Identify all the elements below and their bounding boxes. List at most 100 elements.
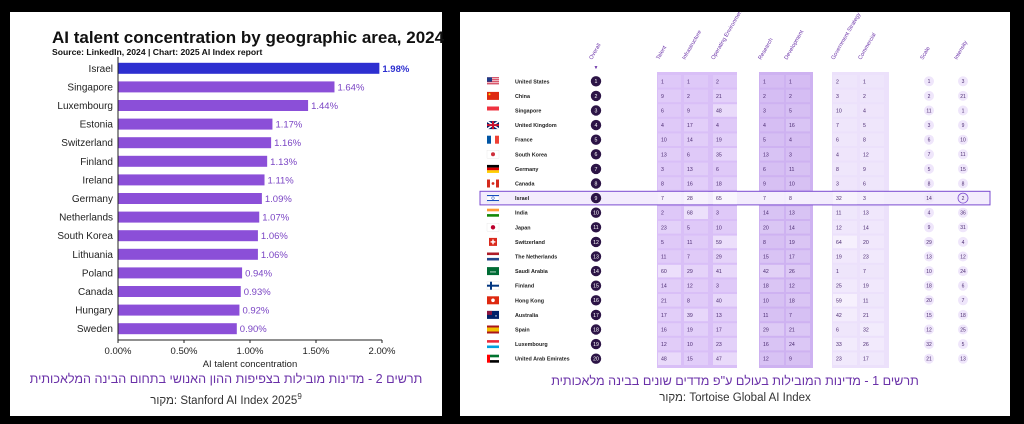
metric-cell [833,221,857,234]
metric-value: 2 [661,211,664,217]
flag-band [487,331,499,334]
table-row: United Arab Emirates 20 48 15 47 12 9 23 17 21 13 [487,352,968,365]
x-tick-label: 0.00% [105,346,132,357]
flag-band [487,170,499,173]
country-name: Saudi Arabia [515,269,549,275]
column-header: Operating Environment [711,12,745,61]
scale-rank-badge [924,222,934,233]
metric-value: 4 [763,123,766,129]
metric-value: 4 [863,109,866,115]
intensity-rank: 3 [962,79,965,85]
metric-cell [658,118,681,132]
metric-value: 11 [863,298,868,304]
overall-rank: 6 [595,152,598,158]
overall-rank: 9 [595,196,598,202]
scale-rank: 9 [928,225,931,231]
scale-rank: 32 [926,342,932,348]
ranking-table: Overall Talent Infrastructure Operating Env… [479,12,991,368]
overall-rank-badge [590,265,602,277]
flag-kr-icon [486,150,500,159]
category-label: Hungary [75,306,113,317]
country-name: Switzerland [515,240,545,246]
metric-cell [658,294,681,307]
scale-rank-badge [924,76,934,87]
flag-stripe [487,77,499,79]
intensity-rank: 7 [962,298,965,304]
metric-value: 14 [789,225,795,231]
scale-rank-badge [924,134,934,145]
table-row: Switzerland 12 5 11 59 8 19 64 20 29 4 [489,235,968,249]
metric-value: 7 [836,123,839,129]
metric-value: 1 [863,79,866,85]
metric-value: 19 [687,328,693,334]
metric-value: 24 [789,342,795,348]
metric-cell [860,118,884,132]
table-row: India 10 2 68 3 14 13 11 13 4 36 [487,206,968,219]
flag-top [487,106,499,111]
scale-rank: 21 [926,357,932,363]
metric-value: 21 [661,298,667,304]
intensity-rank-badge [958,295,968,306]
metric-band [832,72,889,368]
metric-band [657,72,737,368]
scale-rank: 6 [928,138,931,144]
flag-star [495,315,497,317]
metric-cell [658,323,681,336]
metric-cell [684,191,708,205]
metric-cell [786,177,810,190]
metric-value: 29 [763,328,769,334]
metric-cell [833,308,857,322]
metric-value: 48 [661,357,667,363]
overall-rank-badge [590,236,602,248]
metric-value: 32 [836,196,842,202]
metric-value: 3 [836,182,839,188]
column-header: Development [784,29,806,61]
metric-cell [786,75,810,88]
sort-indicator: ▼ [594,65,599,71]
category-label: Netherlands [59,213,113,224]
metric-cell [684,148,708,161]
metric-cell [760,235,784,249]
column-header: Scale [920,46,932,61]
scale-rank: 1 [928,79,931,85]
metric-cell [684,264,708,278]
metric-value: 26 [789,269,795,275]
column-header: Research [758,37,775,61]
metric-value: 28 [687,196,693,202]
overall-rank: 3 [595,108,598,114]
table-row: France 5 10 14 19 5 4 6 8 6 10 [487,133,968,146]
metric-cell [684,118,708,132]
metric-value: 18 [716,182,722,188]
metric-cell [833,337,857,351]
metric-value: 16 [763,342,769,348]
overall-rank: 1 [595,79,598,85]
metric-value: 7 [661,196,664,202]
metric-value: 19 [716,138,722,144]
metric-cell [658,75,681,88]
metric-cell [684,235,708,249]
metric-value: 7 [763,196,766,202]
flag-band [487,257,499,261]
scale-rank: 20 [926,298,932,304]
flag-sg-icon [487,106,499,115]
metric-cell [833,250,857,263]
metric-cell [658,148,681,161]
intensity-rank-badge [958,120,968,131]
overall-rank-badge [590,119,602,131]
bar [118,100,309,111]
metric-value: 1 [687,79,690,85]
flag-band [495,135,499,144]
metric-value: 2 [863,94,866,100]
metric-cell [684,337,708,351]
category-label: Germany [72,194,113,205]
metric-value: 68 [687,211,693,217]
metric-cell [713,337,737,351]
category-label: Canada [78,287,113,298]
overall-rank-badge [590,178,602,189]
metric-cell [833,162,857,176]
overall-rank: 8 [595,181,598,187]
category-label: South Korea [57,231,113,242]
flag-jp-icon [486,223,500,232]
intensity-rank-badge [958,353,968,364]
metric-value: 7 [687,255,690,261]
